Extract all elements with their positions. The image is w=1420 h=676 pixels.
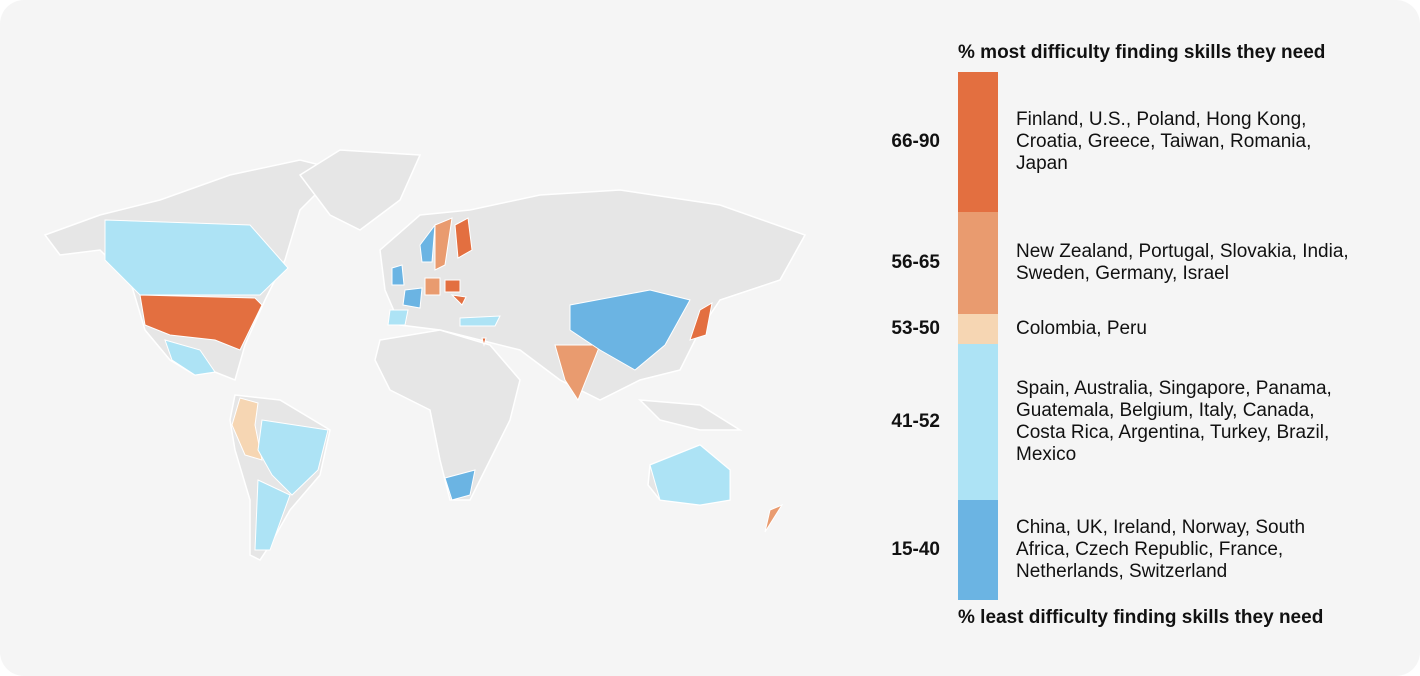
country-region [764,503,784,533]
legend-countries: China, UK, Ireland, Norway, South Africa… [1016,517,1306,582]
country-region [387,309,409,326]
country-region [569,289,691,371]
country-region [164,339,216,376]
legend-countries: Spain, Australia, Singapore, Panama, Gua… [1016,378,1332,465]
legend-countries: Finland, U.S., Poland, Hong Kong, Croati… [1016,109,1312,174]
legend-range: 56-65 [891,252,940,273]
legend-swatch [958,344,998,500]
world-map [43,149,807,561]
country-region [434,217,453,271]
country-region [481,337,487,347]
country-region [139,294,263,351]
legend-range: 66-90 [891,131,940,152]
legend-swatch [958,500,998,600]
country-region [459,315,501,327]
country-region [257,419,329,496]
country-region [444,279,461,293]
legend-bottom-label: % least difficulty finding skills they n… [958,607,1324,628]
country-region [254,479,291,551]
legend-range: 15-40 [891,539,940,560]
legend-range: 53-50 [891,318,940,339]
country-region [450,294,467,306]
legend-swatch [958,72,998,212]
legend-range: 41-52 [891,411,940,432]
colored-regions [104,217,784,551]
legend-countries: Colombia, Peru [1016,318,1147,339]
country-region [689,302,713,341]
country-region [454,217,473,259]
country-region [104,219,289,296]
country-region [444,469,476,501]
legend-swatch [958,212,998,314]
country-region [231,397,263,461]
country-region [424,277,441,296]
greenland [298,149,422,231]
africa [374,329,521,501]
country-region [419,223,436,263]
legend-countries: New Zealand, Portugal, Slovakia, India, … [1016,241,1349,284]
legend-swatch [958,314,998,344]
country-region [391,264,405,286]
country-region [402,287,423,309]
country-region [649,444,731,506]
southeast-asia [638,399,743,431]
legend-top-label: % most difficulty finding skills they ne… [958,42,1326,63]
